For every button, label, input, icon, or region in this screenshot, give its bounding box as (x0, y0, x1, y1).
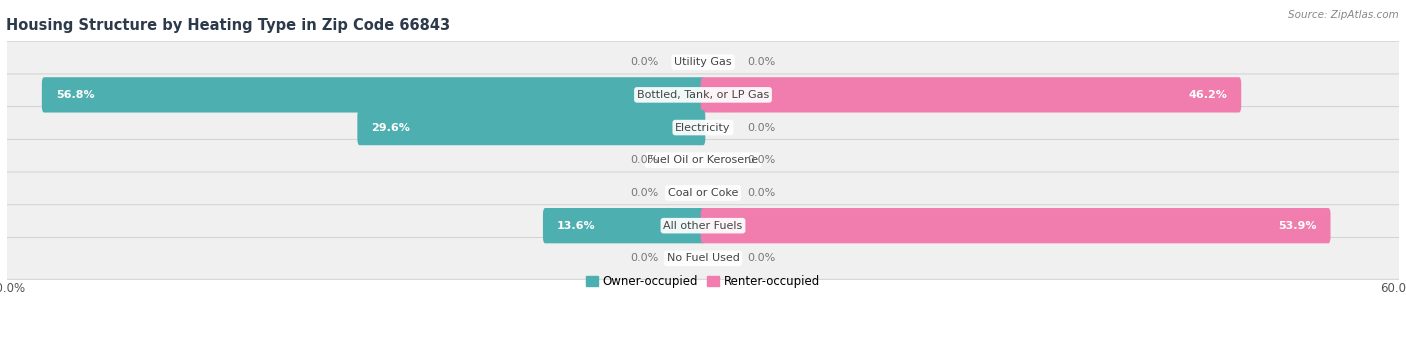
FancyBboxPatch shape (700, 208, 1330, 243)
Text: 29.6%: 29.6% (371, 122, 411, 133)
Text: 0.0%: 0.0% (747, 155, 775, 165)
Text: 0.0%: 0.0% (631, 188, 659, 198)
Text: Housing Structure by Heating Type in Zip Code 66843: Housing Structure by Heating Type in Zip… (6, 18, 450, 33)
Text: Fuel Oil or Kerosene: Fuel Oil or Kerosene (647, 155, 759, 165)
Text: Utility Gas: Utility Gas (675, 57, 731, 67)
Text: No Fuel Used: No Fuel Used (666, 253, 740, 263)
FancyBboxPatch shape (42, 77, 706, 113)
FancyBboxPatch shape (4, 237, 1402, 279)
Text: 13.6%: 13.6% (557, 221, 596, 231)
FancyBboxPatch shape (4, 172, 1402, 214)
Text: 53.9%: 53.9% (1278, 221, 1316, 231)
Text: 0.0%: 0.0% (747, 253, 775, 263)
FancyBboxPatch shape (700, 77, 1241, 113)
FancyBboxPatch shape (543, 208, 706, 243)
Text: Bottled, Tank, or LP Gas: Bottled, Tank, or LP Gas (637, 90, 769, 100)
Text: Source: ZipAtlas.com: Source: ZipAtlas.com (1288, 10, 1399, 20)
Legend: Owner-occupied, Renter-occupied: Owner-occupied, Renter-occupied (581, 270, 825, 293)
FancyBboxPatch shape (4, 41, 1402, 83)
Text: 46.2%: 46.2% (1188, 90, 1227, 100)
FancyBboxPatch shape (4, 74, 1402, 116)
FancyBboxPatch shape (4, 139, 1402, 181)
Text: 0.0%: 0.0% (631, 253, 659, 263)
Text: 0.0%: 0.0% (631, 57, 659, 67)
Text: 0.0%: 0.0% (631, 155, 659, 165)
FancyBboxPatch shape (357, 110, 706, 145)
Text: Coal or Coke: Coal or Coke (668, 188, 738, 198)
Text: All other Fuels: All other Fuels (664, 221, 742, 231)
FancyBboxPatch shape (4, 107, 1402, 148)
Text: Electricity: Electricity (675, 122, 731, 133)
Text: 0.0%: 0.0% (747, 57, 775, 67)
Text: 56.8%: 56.8% (56, 90, 94, 100)
FancyBboxPatch shape (4, 205, 1402, 247)
Text: 0.0%: 0.0% (747, 188, 775, 198)
Text: 0.0%: 0.0% (747, 122, 775, 133)
